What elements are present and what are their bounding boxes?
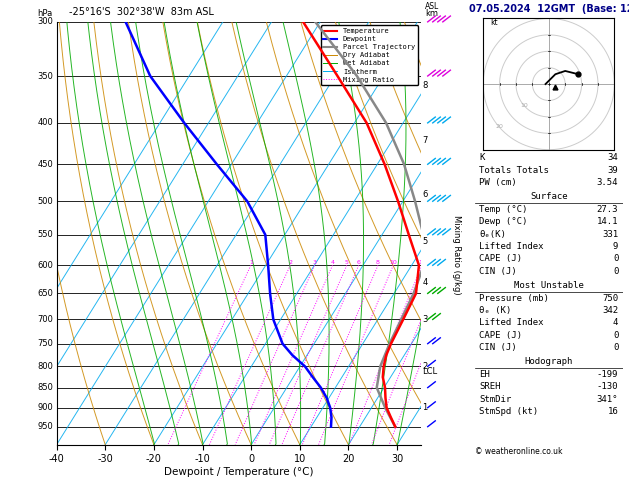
Text: 39: 39 bbox=[608, 166, 618, 175]
Text: ASL: ASL bbox=[425, 2, 439, 11]
Text: -199: -199 bbox=[597, 370, 618, 379]
Text: Most Unstable: Most Unstable bbox=[514, 281, 584, 290]
Text: 300: 300 bbox=[37, 17, 53, 26]
Text: 0: 0 bbox=[613, 267, 618, 276]
Text: Hodograph: Hodograph bbox=[525, 357, 573, 366]
Text: 5: 5 bbox=[345, 260, 348, 265]
Text: 7: 7 bbox=[422, 136, 428, 144]
Text: Lifted Index: Lifted Index bbox=[479, 318, 544, 328]
Text: 350: 350 bbox=[37, 71, 53, 81]
Text: 4: 4 bbox=[422, 278, 428, 287]
Text: 14.1: 14.1 bbox=[597, 217, 618, 226]
Text: 341°: 341° bbox=[597, 395, 618, 404]
X-axis label: Dewpoint / Temperature (°C): Dewpoint / Temperature (°C) bbox=[164, 467, 314, 477]
Text: 10: 10 bbox=[389, 260, 397, 265]
Text: 800: 800 bbox=[37, 362, 53, 371]
Text: 400: 400 bbox=[37, 119, 53, 127]
Text: 4: 4 bbox=[330, 260, 335, 265]
Legend: Temperature, Dewpoint, Parcel Trajectory, Dry Adiabat, Wet Adiabat, Isotherm, Mi: Temperature, Dewpoint, Parcel Trajectory… bbox=[321, 25, 418, 86]
Text: 07.05.2024  12GMT  (Base: 12): 07.05.2024 12GMT (Base: 12) bbox=[469, 3, 629, 14]
Text: 750: 750 bbox=[37, 339, 53, 348]
Text: 650: 650 bbox=[37, 289, 53, 298]
Text: 20: 20 bbox=[496, 124, 504, 129]
Text: hPa: hPa bbox=[38, 9, 53, 17]
Text: 15: 15 bbox=[418, 260, 426, 265]
Text: PW (cm): PW (cm) bbox=[479, 178, 517, 187]
Text: 331: 331 bbox=[602, 229, 618, 239]
Text: 2: 2 bbox=[288, 260, 292, 265]
Text: 600: 600 bbox=[37, 261, 53, 270]
Text: CIN (J): CIN (J) bbox=[479, 343, 517, 352]
Text: 6: 6 bbox=[422, 190, 428, 199]
Text: 342: 342 bbox=[602, 306, 618, 315]
Text: 550: 550 bbox=[37, 230, 53, 239]
Text: 4: 4 bbox=[613, 318, 618, 328]
Text: 750: 750 bbox=[602, 294, 618, 303]
Text: 450: 450 bbox=[37, 160, 53, 169]
Text: θₑ(K): θₑ(K) bbox=[479, 229, 506, 239]
Text: CIN (J): CIN (J) bbox=[479, 267, 517, 276]
Text: 5: 5 bbox=[422, 237, 428, 245]
Text: -25°16'S  302°38'W  83m ASL: -25°16'S 302°38'W 83m ASL bbox=[69, 7, 214, 17]
Text: 1: 1 bbox=[422, 403, 428, 412]
Text: © weatheronline.co.uk: © weatheronline.co.uk bbox=[475, 447, 562, 456]
Text: 950: 950 bbox=[37, 422, 53, 431]
Text: Pressure (mb): Pressure (mb) bbox=[479, 294, 549, 303]
Text: 500: 500 bbox=[37, 197, 53, 206]
Text: 900: 900 bbox=[37, 403, 53, 412]
Text: 700: 700 bbox=[37, 315, 53, 324]
Text: 3: 3 bbox=[313, 260, 316, 265]
Text: 3.54: 3.54 bbox=[597, 178, 618, 187]
Text: 16: 16 bbox=[608, 407, 618, 416]
Text: CAPE (J): CAPE (J) bbox=[479, 254, 522, 263]
Text: 8: 8 bbox=[422, 81, 428, 90]
Text: EH: EH bbox=[479, 370, 490, 379]
Text: θₑ (K): θₑ (K) bbox=[479, 306, 511, 315]
Text: km: km bbox=[425, 9, 438, 17]
Text: 0: 0 bbox=[613, 330, 618, 340]
Text: Totals Totals: Totals Totals bbox=[479, 166, 549, 175]
Text: 9: 9 bbox=[613, 242, 618, 251]
Text: K: K bbox=[479, 153, 485, 162]
Text: Mixing Ratio (g/kg): Mixing Ratio (g/kg) bbox=[452, 215, 460, 294]
Text: 3: 3 bbox=[422, 315, 428, 324]
Text: 34: 34 bbox=[608, 153, 618, 162]
Text: 0: 0 bbox=[613, 254, 618, 263]
Text: Lifted Index: Lifted Index bbox=[479, 242, 544, 251]
Text: LCL: LCL bbox=[422, 367, 437, 376]
Text: 6: 6 bbox=[357, 260, 360, 265]
Text: StmSpd (kt): StmSpd (kt) bbox=[479, 407, 538, 416]
Text: SREH: SREH bbox=[479, 382, 501, 391]
Text: 1: 1 bbox=[249, 260, 253, 265]
Text: kt: kt bbox=[490, 18, 498, 27]
Text: -130: -130 bbox=[597, 382, 618, 391]
Text: Temp (°C): Temp (°C) bbox=[479, 205, 528, 214]
Text: 2: 2 bbox=[422, 362, 428, 371]
Text: 10: 10 bbox=[520, 103, 528, 108]
Text: 8: 8 bbox=[376, 260, 380, 265]
Text: Dewp (°C): Dewp (°C) bbox=[479, 217, 528, 226]
Text: Surface: Surface bbox=[530, 192, 567, 202]
Text: 27.3: 27.3 bbox=[597, 205, 618, 214]
Text: 0: 0 bbox=[613, 343, 618, 352]
Text: 850: 850 bbox=[37, 383, 53, 392]
Text: StmDir: StmDir bbox=[479, 395, 511, 404]
Text: CAPE (J): CAPE (J) bbox=[479, 330, 522, 340]
